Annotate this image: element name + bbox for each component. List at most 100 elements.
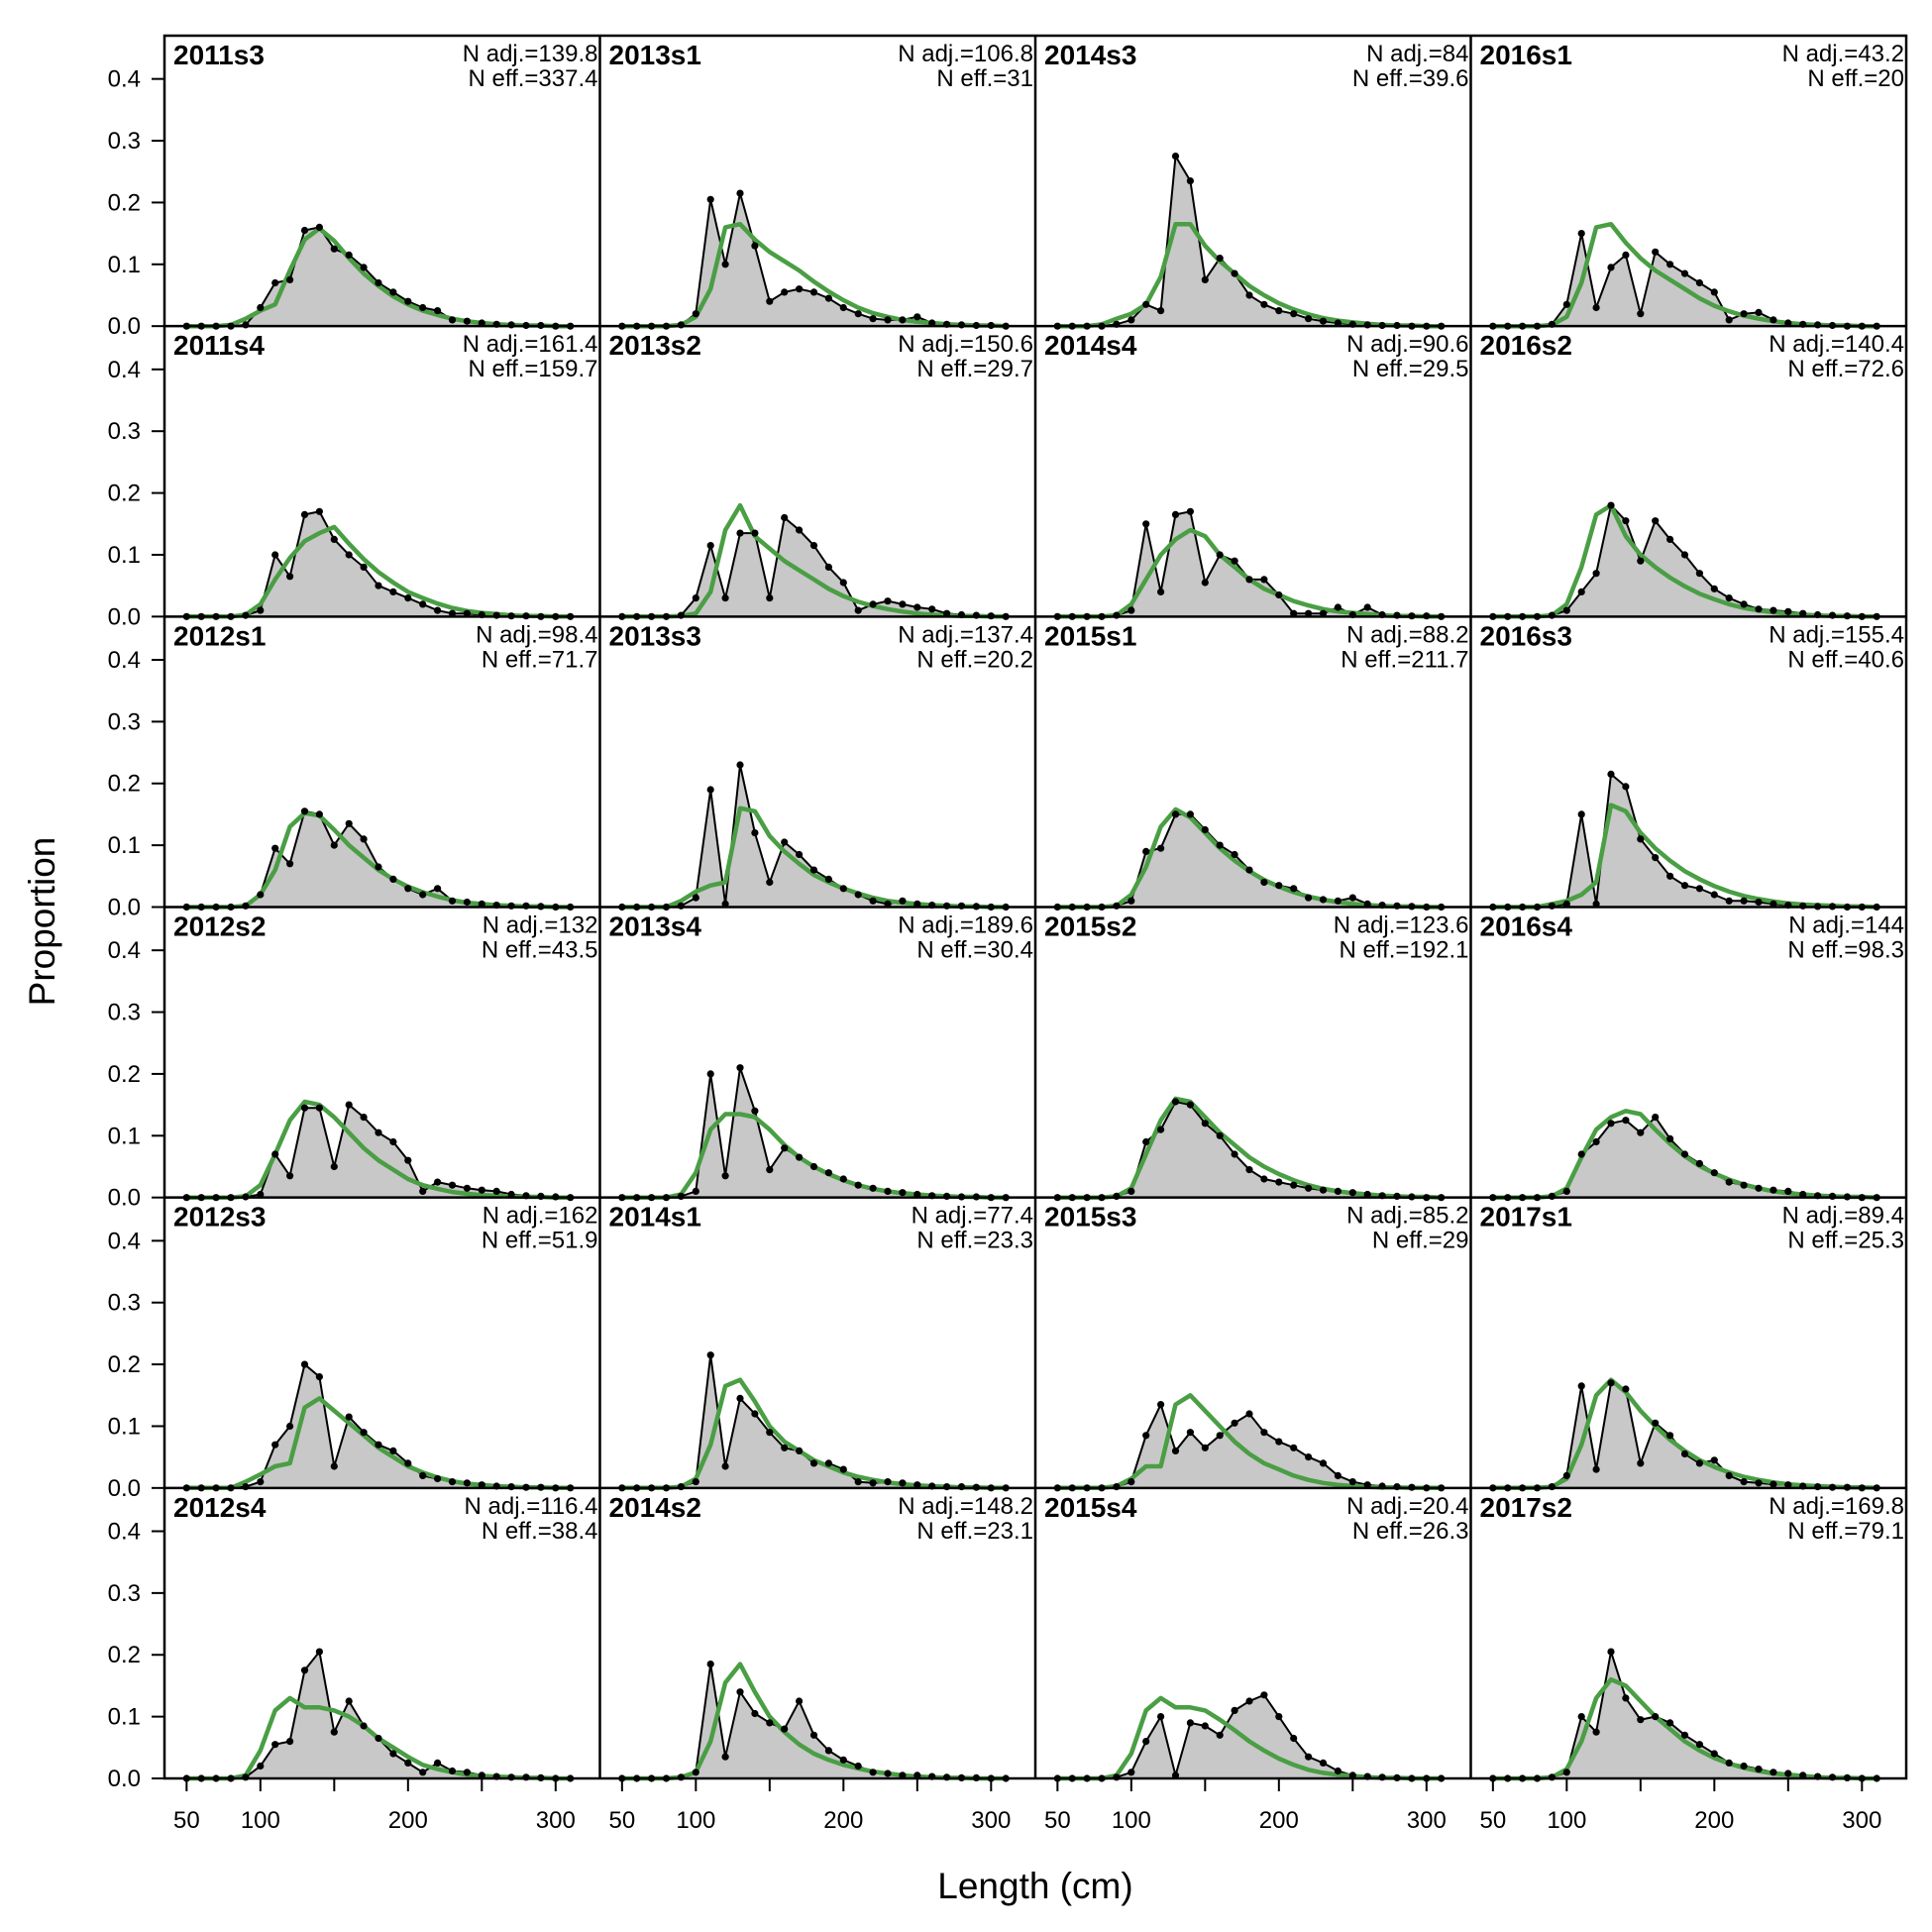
observed-point bbox=[419, 1471, 427, 1479]
observed-point bbox=[1260, 1429, 1268, 1437]
observed-point bbox=[854, 310, 862, 318]
observed-area bbox=[186, 810, 571, 908]
observed-point bbox=[1666, 1134, 1674, 1142]
observed-area bbox=[1492, 233, 1878, 327]
observed-point bbox=[809, 1459, 818, 1467]
observed-point bbox=[271, 844, 279, 852]
observed-point bbox=[854, 606, 862, 614]
observed-point bbox=[854, 1762, 862, 1771]
observed-point bbox=[315, 507, 323, 515]
observed-point bbox=[1260, 1175, 1268, 1183]
observed-point bbox=[286, 1422, 294, 1431]
y-tick-label: 0.2 bbox=[108, 771, 141, 798]
observed-point bbox=[1695, 570, 1703, 578]
observed-point bbox=[389, 1137, 397, 1146]
expected-line bbox=[186, 524, 571, 619]
panel-title: 2012s1 bbox=[173, 620, 266, 651]
observed-point bbox=[448, 609, 457, 617]
observed-point bbox=[1784, 607, 1792, 615]
observed-point bbox=[1577, 230, 1585, 238]
y-tick-label: 0.1 bbox=[108, 832, 141, 859]
observed-point bbox=[478, 1771, 485, 1779]
observed-point bbox=[1231, 269, 1238, 277]
observed-point bbox=[537, 1192, 545, 1200]
observed-point bbox=[1710, 1456, 1718, 1464]
panel-2013s2: 2013s2 N adj.=150.6N eff.=29.7 bbox=[599, 330, 1035, 620]
observed-point bbox=[271, 278, 279, 287]
x-tick-label: 200 bbox=[388, 1807, 428, 1834]
n-adj-label: N adj.=140.4 bbox=[1769, 331, 1904, 358]
observed-point bbox=[507, 1190, 515, 1199]
expected-line bbox=[621, 805, 1007, 910]
observed-point bbox=[1260, 576, 1268, 584]
observed-point bbox=[1666, 1432, 1674, 1440]
expected-line bbox=[186, 1099, 571, 1200]
observed-point bbox=[1290, 885, 1298, 893]
observed-point bbox=[257, 1190, 265, 1199]
observed-area bbox=[1057, 1102, 1442, 1198]
observed-point bbox=[1680, 1731, 1689, 1739]
n-adj-label: N adj.=77.4 bbox=[912, 1203, 1033, 1230]
observed-point bbox=[1784, 319, 1792, 327]
observed-point bbox=[1577, 588, 1585, 596]
observed-point bbox=[1710, 288, 1718, 296]
observed-point bbox=[824, 294, 833, 302]
observed-point bbox=[1305, 609, 1313, 617]
observed-point bbox=[1290, 310, 1298, 318]
panel-grid: 2011s3 N adj.=139.8N eff.=337.4 0.0 0.1 0.2 0… bbox=[108, 40, 1906, 1834]
observed-point bbox=[1157, 588, 1165, 596]
observed-area bbox=[1057, 813, 1442, 908]
observed-point bbox=[751, 242, 759, 250]
observed-point bbox=[736, 1064, 744, 1072]
observed-point bbox=[463, 609, 471, 617]
observed-point bbox=[1231, 557, 1238, 565]
observed-point bbox=[1666, 535, 1674, 544]
observed-point bbox=[869, 315, 877, 323]
panel-title: 2013s1 bbox=[609, 40, 701, 70]
observed-area bbox=[621, 1067, 1007, 1198]
observed-point bbox=[257, 1762, 265, 1771]
observed-point bbox=[899, 1189, 907, 1197]
observed-point bbox=[1725, 1759, 1733, 1767]
panel-2014s4: 2014s4 N adj.=90.6N eff.=29.5 bbox=[1035, 330, 1471, 620]
n-eff-label: N eff.=29 bbox=[1372, 1228, 1469, 1254]
observed-area bbox=[1492, 774, 1878, 908]
observed-point bbox=[1592, 303, 1600, 312]
n-eff-label: N eff.=159.7 bbox=[469, 356, 598, 382]
observed-point bbox=[824, 1169, 833, 1177]
observed-point bbox=[448, 1181, 457, 1189]
observed-point bbox=[1622, 783, 1630, 791]
observed-point bbox=[1127, 606, 1135, 614]
x-tick-label: 50 bbox=[1044, 1807, 1071, 1834]
observed-point bbox=[1363, 1190, 1371, 1199]
observed-point bbox=[809, 1162, 818, 1171]
n-eff-label: N eff.=23.3 bbox=[916, 1228, 1033, 1254]
observed-point bbox=[721, 594, 729, 602]
observed-point bbox=[721, 1172, 729, 1180]
y-tick-label: 0.1 bbox=[108, 252, 141, 278]
n-adj-label: N adj.=43.2 bbox=[1782, 41, 1904, 67]
observed-point bbox=[1652, 248, 1660, 256]
n-eff-label: N eff.=29.5 bbox=[1352, 356, 1469, 382]
observed-point bbox=[1725, 1178, 1733, 1186]
observed-point bbox=[1305, 1753, 1313, 1761]
observed-point bbox=[1680, 1449, 1689, 1458]
panel-title: 2017s2 bbox=[1480, 1492, 1572, 1523]
panel-2016s1: 2016s1 N adj.=43.2N eff.=20 bbox=[1470, 40, 1906, 330]
n-adj-label: N adj.=139.8 bbox=[463, 41, 598, 67]
observed-point bbox=[1755, 1766, 1763, 1773]
n-eff-label: N eff.=51.9 bbox=[482, 1228, 598, 1254]
panel-title: 2016s2 bbox=[1480, 330, 1572, 361]
observed-point bbox=[1770, 316, 1777, 324]
observed-point bbox=[1770, 1186, 1777, 1194]
observed-point bbox=[1607, 1379, 1615, 1387]
observed-point bbox=[706, 1351, 714, 1359]
x-tick-label: 300 bbox=[536, 1807, 576, 1834]
observed-point bbox=[1652, 1419, 1660, 1427]
observed-point bbox=[869, 600, 877, 608]
observed-point bbox=[781, 1144, 789, 1152]
observed-point bbox=[1725, 1471, 1733, 1479]
n-adj-label: N adj.=116.4 bbox=[465, 1493, 598, 1520]
panel-2012s4: 2012s4 N adj.=116.4N eff.=38.4 0.0 0.1 0.2 0.… bbox=[108, 1492, 600, 1834]
observed-point bbox=[286, 573, 294, 581]
